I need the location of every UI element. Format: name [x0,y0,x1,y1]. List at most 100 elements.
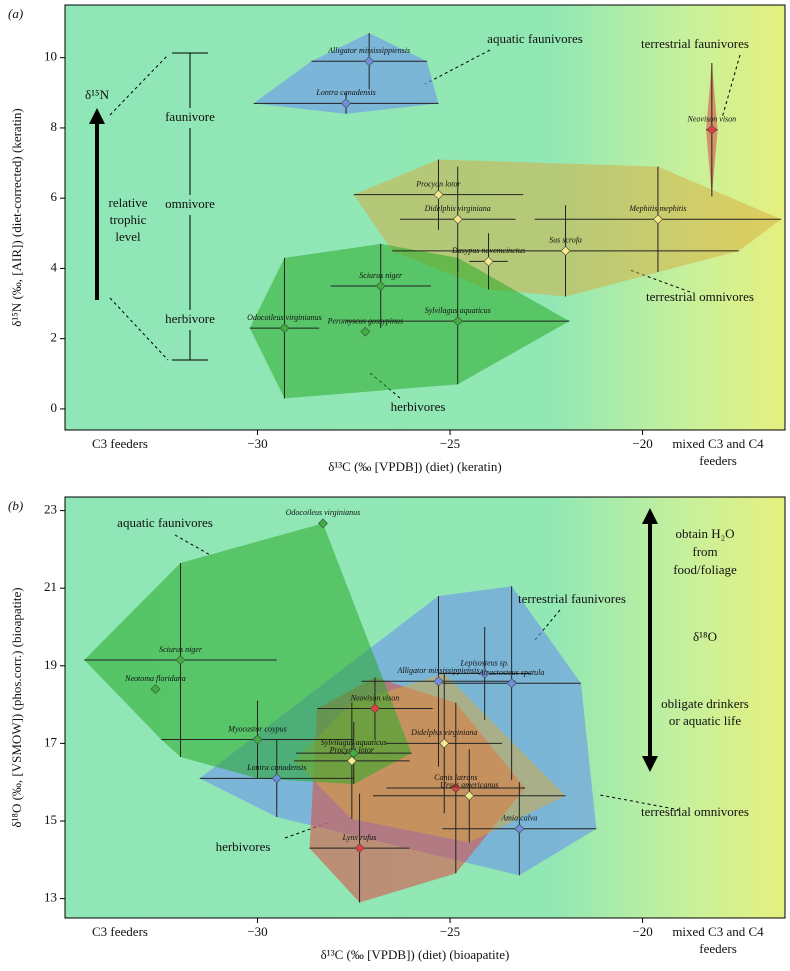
annotation: δ¹⁵N [85,87,110,102]
x-tick-label: −30 [247,436,267,451]
annotation: or aquatic life [669,713,741,728]
data-point [483,256,494,267]
data-point [354,843,365,854]
data-point [175,655,186,665]
panel-label: (b) [8,498,23,513]
point-label: Neotoma floridana [124,674,186,683]
data-point [464,790,475,801]
arrow-head [89,108,105,124]
data-point [450,783,461,793]
point-label: Sus scrofa [549,236,582,245]
data-point [341,98,351,109]
y-tick-label: 21 [44,579,57,594]
point-label: Sylvilagus aquaticus [321,738,387,747]
arrow-head [642,508,658,524]
annotation: feeders [699,453,737,468]
y-tick-label: 15 [44,812,57,827]
data-point [433,676,444,687]
leader [424,49,491,85]
data-point [150,684,161,694]
point-label: Sciurus niger [159,645,203,654]
point-label: Dasypus novemcinctus [451,246,525,255]
data-point [348,748,359,759]
point-label: Ursus americanus [440,781,498,790]
data-point [433,189,444,200]
leader [284,821,331,839]
group-hull [253,33,439,114]
annotation: relative [109,195,148,210]
group-label: terrestrial faunivores [518,591,626,606]
leader [721,54,741,119]
data-point [506,678,517,689]
annotation: trophic [110,212,147,227]
leader [174,534,213,557]
x-tick-label: −25 [440,924,460,939]
arrow-head [642,756,658,772]
y-axis-label: δ¹⁸O (‰, [VSMOW]) (phos.corr.) (bioapati… [9,587,24,827]
annotation: mixed C3 and C4 [672,924,764,939]
leader [109,54,169,116]
data-point [360,326,371,337]
annotation: herbivore [165,311,215,326]
y-tick-label: 23 [44,502,57,517]
data-point [514,823,525,834]
point-label: Alligator mississippiensis [396,666,479,675]
data-point [364,56,375,67]
data-point [271,773,282,784]
y-axis-label: δ¹⁵N (‰, [AIR]) (diet-corrected) (kerati… [9,108,24,326]
data-point [706,124,717,135]
x-axis-label: δ¹³C (‰ [VPDB]) (diet) (keratin) [328,459,502,474]
annotation: from [692,544,717,559]
group-hull [84,523,412,785]
annotation: feeders [699,941,737,956]
y-tick-label: 13 [44,890,57,905]
point-label: Odocoileus virginianus [247,313,322,322]
x-tick-label: −20 [632,924,652,939]
y-tick-label: 2 [51,330,58,345]
point-label: Amia calva [500,814,537,823]
annotation: δ¹⁸O [693,629,717,644]
group-label: herbivores [391,399,446,414]
group-label: terrestrial omnivores [646,289,754,304]
point-label: Alligator mississippiensis [327,46,410,55]
point-label: Procyon lotor [415,179,461,188]
annotation: faunivore [165,109,215,124]
y-tick-label: 10 [44,49,57,64]
panel-label: (a) [8,6,23,21]
point-label: Didelphis virginiana [424,204,491,213]
point-label: Sciurus niger [359,271,403,280]
x-tick-label: −30 [247,924,267,939]
point-label: Neovison vison [687,115,737,124]
point-label: Odocoileus virginianus [286,508,361,517]
x-axis-label: δ¹³C (‰ [VPDB]) (diet) (bioapatite) [321,947,510,962]
data-point [346,755,357,766]
y-tick-label: 17 [44,734,58,749]
annotation: C3 feeders [92,436,148,451]
annotation: food/foliage [673,562,737,577]
annotation: obligate drinkers [661,696,749,711]
data-point [375,281,386,291]
plot-frame [64,496,786,919]
point-label: Mephitis mephitis [628,204,686,213]
leader [599,794,681,811]
annotation: obtain H₂O [675,526,734,541]
y-tick-label: 8 [51,119,58,134]
point-label: Didelphis virginiana [410,728,477,737]
y-tick-label: 19 [44,657,57,672]
annotation: level [115,229,141,244]
data-point [452,316,463,327]
data-point [252,734,263,745]
data-point [452,214,463,225]
group-label: aquatic faunivores [117,515,213,530]
leader [109,297,169,361]
point-label: Myocastor coypus [227,724,286,733]
x-tick-label: −20 [632,436,652,451]
point-label: Peromyscus gossypinus [327,316,403,325]
annotation: C3 feeders [92,924,148,939]
point-label: Sylvilagus aquaticus [425,306,491,315]
group-label: aquatic faunivores [487,31,583,46]
y-tick-label: 4 [51,259,58,274]
group-label: terrestrial omnivores [641,804,749,819]
leader [629,269,691,293]
